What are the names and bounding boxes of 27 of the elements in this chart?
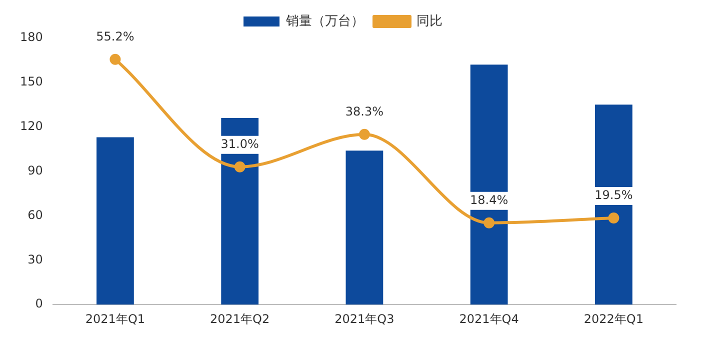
bar (346, 150, 384, 305)
bar (470, 64, 508, 305)
y-tick-label: 30 (28, 252, 43, 266)
data-label: 19.5% (594, 188, 633, 202)
point (110, 54, 121, 65)
y-tick-label: 150 (20, 74, 43, 89)
data-label: 18.4% (470, 192, 508, 207)
x-tick-label: 2021年Q4 (459, 312, 519, 326)
legend-label: 同比 (416, 14, 442, 29)
point (484, 217, 495, 228)
y-tick-label: 0 (35, 296, 43, 311)
x-tick-label: 2021年Q1 (85, 312, 146, 326)
data-label: 55.2% (96, 29, 134, 44)
bar (96, 137, 134, 305)
point (234, 161, 246, 172)
x-tick-label: 2022年Q1 (584, 312, 644, 326)
data-label: 38.3% (345, 104, 384, 119)
point (358, 128, 370, 140)
y-tick-label: 90 (28, 163, 43, 178)
x-tick-label: 2021年Q3 (334, 312, 394, 326)
y-tick-label: 60 (28, 208, 43, 222)
y-tick-label: 180 (20, 30, 43, 44)
legend-label: 销量（万台） (285, 14, 364, 29)
x-tick-label: 2021年Q2 (210, 312, 270, 326)
data-label: 31.0% (220, 136, 259, 151)
y-tick-label: 120 (20, 118, 43, 133)
point (608, 212, 620, 224)
